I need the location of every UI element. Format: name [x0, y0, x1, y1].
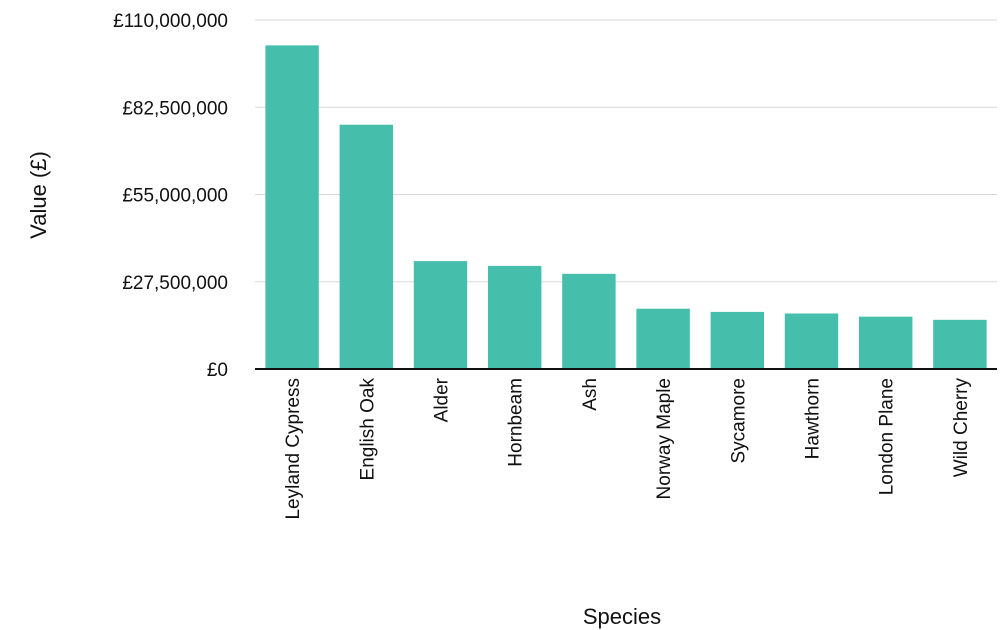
bar [487, 265, 542, 369]
y-tick-labels: £0 £27,500,000 £55,000,000 £82,500,000 £110,… [113, 11, 228, 381]
y-tick-label: £82,500,000 [122, 98, 228, 119]
bar [858, 316, 913, 369]
x-tick-label: Ash [580, 378, 601, 411]
bar [784, 313, 839, 369]
x-tick-label: Hornbeam [506, 378, 527, 467]
bars [265, 45, 987, 370]
x-axis-title: Species [583, 604, 661, 629]
bar [265, 45, 319, 370]
bar [413, 261, 468, 369]
x-tick-label: English Oak [357, 378, 378, 481]
bar [562, 273, 616, 369]
x-tick-label: Leyland Cypress [283, 378, 304, 520]
x-tick-label: Hawthorn [803, 378, 824, 459]
bar [710, 311, 765, 369]
bar [933, 319, 987, 369]
x-tick-label: Norway Maple [654, 378, 675, 499]
y-tick-label: £55,000,000 [122, 186, 228, 207]
x-tick-label: Wild Cherry [951, 378, 972, 478]
bar [339, 124, 394, 369]
x-tick-label: Sycamore [728, 378, 749, 464]
y-tick-label: £110,000,000 [113, 11, 228, 32]
x-tick-label: Alder [432, 377, 453, 422]
x-tick-labels: Leyland Cypress English Oak Alder Hornbeam A… [283, 377, 972, 519]
x-tick-label: London Plane [877, 378, 898, 495]
y-tick-label: £0 [207, 360, 228, 381]
bar [636, 308, 690, 369]
y-tick-label: £27,500,000 [122, 273, 228, 294]
y-axis-title: Value (£) [26, 151, 51, 239]
